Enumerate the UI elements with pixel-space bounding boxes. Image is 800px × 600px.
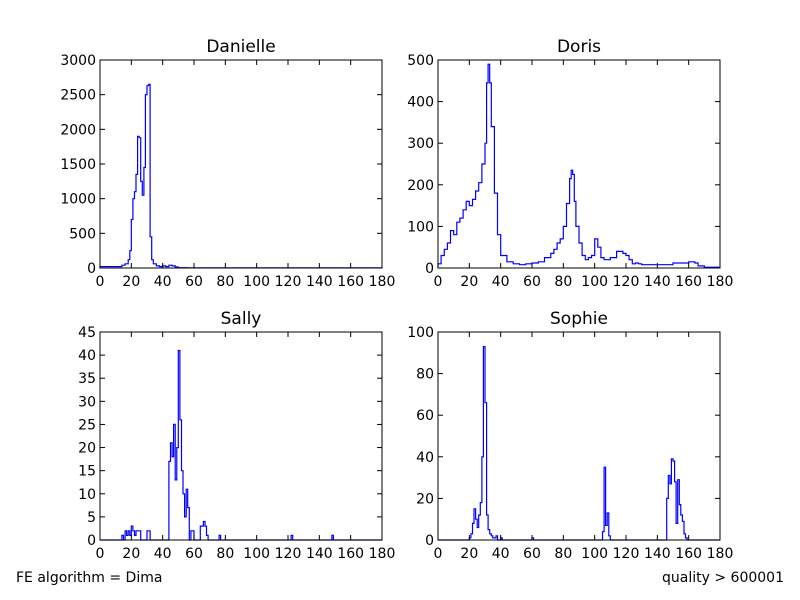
y-tick-label: 0 [425, 533, 434, 549]
y-tick-label: 1500 [60, 157, 96, 173]
axes-frame [99, 331, 383, 541]
x-tick-label: 120 [613, 274, 640, 290]
y-tick-label: 20 [416, 491, 434, 507]
subplot-title: Doris [557, 37, 601, 57]
y-tick-label: 40 [416, 450, 434, 466]
x-tick-label: 180 [369, 274, 396, 290]
y-tick-label: 0 [425, 261, 434, 277]
y-tick-label: 2000 [60, 122, 96, 138]
x-tick-label: 60 [523, 546, 541, 562]
subplot-title: Sally [221, 309, 262, 329]
x-tick-label: 0 [96, 546, 105, 562]
y-tick-label: 20 [78, 441, 96, 457]
subplot-danielle: Danielle 0 20 40 60 80 100 120 140 160 180 0 500 1000… [60, 37, 395, 290]
y-tick-label: 400 [407, 95, 434, 111]
quality-label: quality > 600001 [662, 570, 784, 586]
x-tick-label: 20 [122, 274, 140, 290]
y-tick-label: 80 [416, 367, 434, 383]
y-tick-label: 0 [87, 261, 96, 277]
x-tick-label: 100 [581, 546, 608, 562]
y-tick-label: 300 [407, 136, 434, 152]
x-tick-label: 40 [154, 274, 172, 290]
x-tick-label: 20 [460, 274, 478, 290]
x-tick-label: 180 [369, 546, 396, 562]
x-tick-label: 20 [122, 546, 140, 562]
y-tick-label: 100 [407, 219, 434, 235]
x-tick-label: 180 [707, 274, 734, 290]
x-tick-label: 0 [96, 274, 105, 290]
y-tick-label: 30 [78, 394, 96, 410]
x-tick-label: 40 [492, 546, 510, 562]
x-tick-label: 60 [185, 274, 203, 290]
x-tick-label: 160 [675, 274, 702, 290]
x-tick-label: 60 [185, 546, 203, 562]
y-tick-label: 5 [87, 510, 96, 526]
y-tick-label: 15 [78, 464, 96, 480]
y-tick-label: 10 [78, 487, 96, 503]
x-tick-label: 80 [216, 546, 234, 562]
x-tick-label: 80 [216, 274, 234, 290]
y-tick-label: 35 [78, 371, 96, 387]
subplot-sophie: Sophie 0 20 40 60 80 100 120 140 160 180 0 20 40 60 80 1… [407, 309, 733, 562]
x-tick-label: 160 [337, 546, 364, 562]
x-tick-label: 100 [581, 274, 608, 290]
subplot-sally: Sally 0 20 40 60 80 100 120 140 160 180 0 5 10 15 20 25 3… [78, 309, 395, 562]
axes-frame [437, 331, 721, 541]
y-tick-label: 60 [416, 408, 434, 424]
subplot-doris: Doris 0 20 40 60 80 100 120 140 160 180 0 100 200 300 4… [407, 37, 733, 290]
y-tick-label: 40 [78, 348, 96, 364]
x-tick-label: 80 [554, 274, 572, 290]
x-tick-label: 120 [613, 546, 640, 562]
y-tick-label: 500 [407, 53, 434, 69]
x-tick-label: 120 [275, 546, 302, 562]
histogram-line [438, 346, 720, 541]
x-tick-label: 20 [460, 546, 478, 562]
x-tick-label: 80 [554, 546, 572, 562]
x-tick-label: 40 [154, 546, 172, 562]
y-tick-label: 0 [87, 533, 96, 549]
x-tick-label: 160 [337, 274, 364, 290]
y-tick-label: 500 [69, 226, 96, 242]
subplot-title: Danielle [206, 37, 275, 57]
algorithm-label: FE algorithm = Dima [16, 570, 163, 586]
x-tick-label: 160 [675, 546, 702, 562]
x-tick-label: 140 [306, 274, 333, 290]
histogram-line [99, 83, 382, 269]
x-tick-label: 40 [492, 274, 510, 290]
histogram-line [437, 63, 721, 268]
subplot-title: Sophie [550, 309, 608, 329]
x-tick-label: 180 [707, 546, 734, 562]
y-tick-label: 45 [78, 325, 96, 341]
y-tick-label: 1000 [60, 192, 96, 208]
x-tick-label: 140 [644, 546, 671, 562]
y-tick-label: 100 [407, 325, 434, 341]
y-tick-label: 200 [407, 178, 434, 194]
axes-frame [437, 59, 721, 269]
x-tick-label: 100 [243, 546, 270, 562]
x-tick-label: 140 [644, 274, 671, 290]
x-tick-label: 60 [523, 274, 541, 290]
y-tick-label: 2500 [60, 88, 96, 104]
y-tick-label: 3000 [60, 53, 96, 69]
x-tick-label: 120 [275, 274, 302, 290]
axes-frame [99, 59, 383, 269]
histogram-line [100, 349, 382, 541]
y-tick-label: 25 [78, 417, 96, 433]
x-tick-label: 100 [243, 274, 270, 290]
x-tick-label: 0 [434, 546, 443, 562]
x-tick-label: 0 [434, 274, 443, 290]
x-tick-label: 140 [306, 546, 333, 562]
